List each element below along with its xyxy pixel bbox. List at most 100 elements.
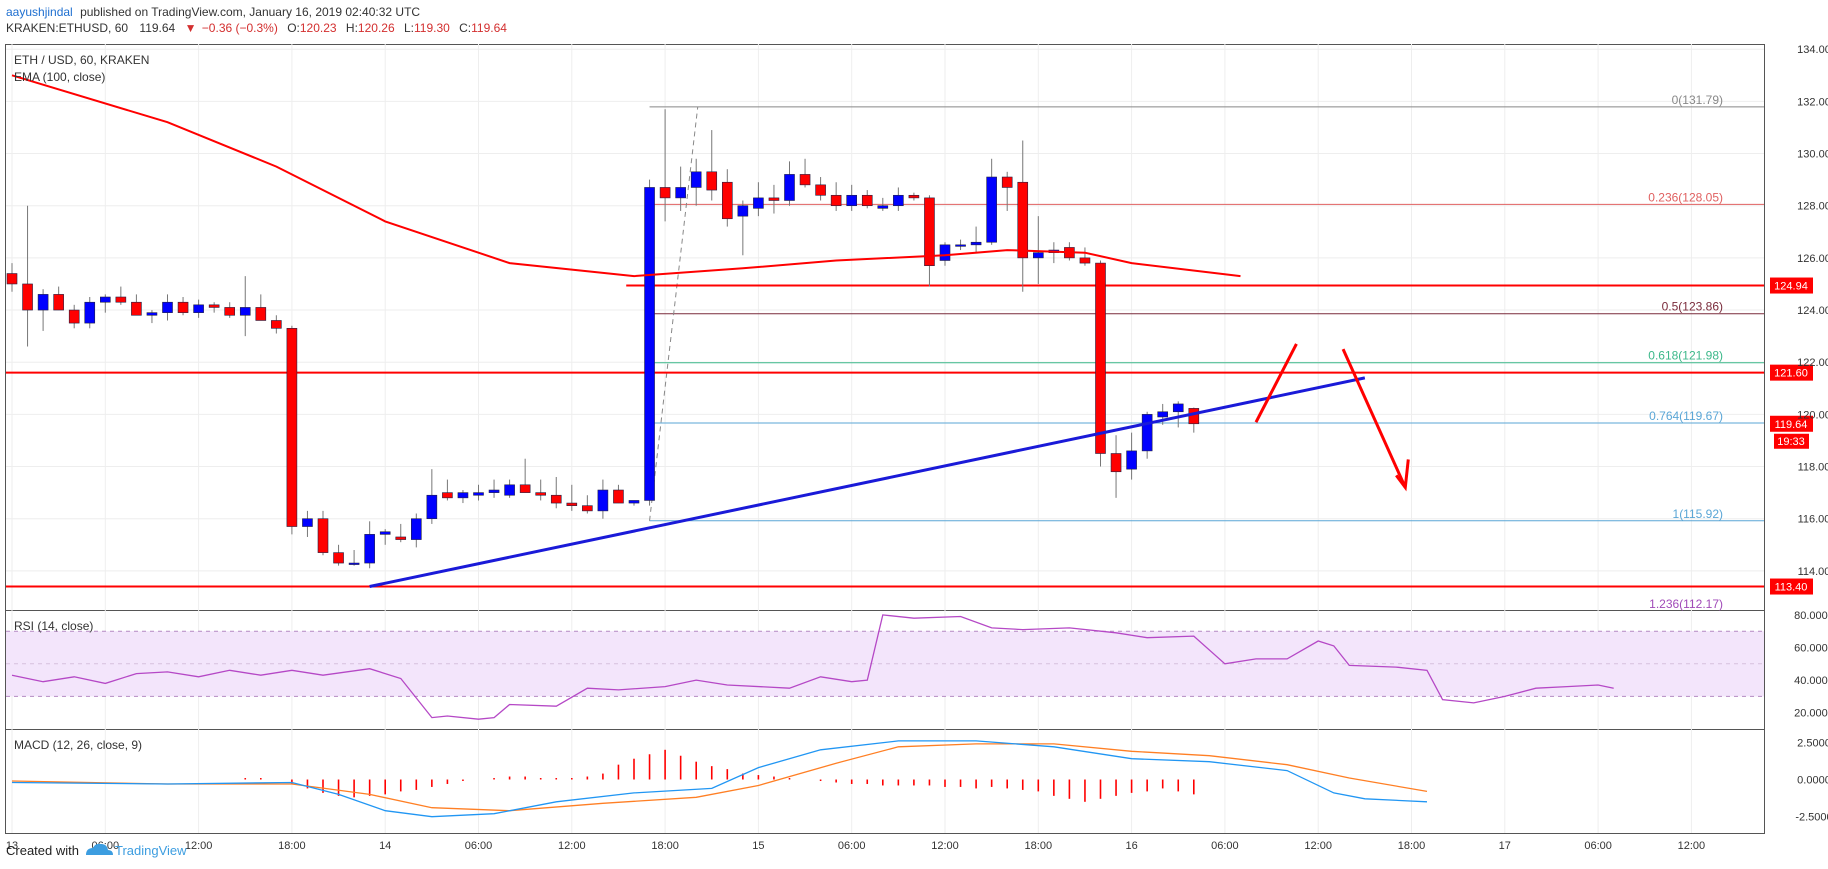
candle-up xyxy=(488,489,500,493)
candle-down xyxy=(177,301,189,313)
time-tick-label: 15 xyxy=(752,840,764,852)
change-text: −0.36 (−0.3%) xyxy=(202,21,278,35)
candle-down xyxy=(706,171,718,191)
time-tick-label: 16 xyxy=(1125,840,1137,852)
price-tick-label: 114.00 xyxy=(1798,566,1828,578)
candle-down xyxy=(131,301,142,316)
candle-up xyxy=(846,194,858,207)
symbol-text: KRAKEN:ETHUSD xyxy=(6,21,108,35)
candle-down xyxy=(566,502,578,506)
fib-level-label: 0.618(121.98) xyxy=(1648,349,1723,363)
candle-down xyxy=(799,174,811,186)
candle-down xyxy=(815,184,826,196)
macd-tick-label: -2.5000 xyxy=(1795,812,1828,824)
svg-text:aayushjindal published o: aayushjindal published on TradingView.co… xyxy=(6,5,420,19)
arrow-head-icon xyxy=(1395,459,1410,492)
close-label: C: xyxy=(459,21,471,35)
candle-down xyxy=(1110,453,1122,473)
candle-up xyxy=(302,518,313,527)
time-tick-label: 06:00 xyxy=(1584,840,1612,852)
high-label: H: xyxy=(346,21,358,35)
candle-down xyxy=(830,194,842,207)
candle-up xyxy=(239,307,251,316)
level-price-tag xyxy=(1770,578,1813,595)
candle-up xyxy=(955,244,966,247)
last-price-label: 119.64 xyxy=(1775,419,1808,431)
low-label: L: xyxy=(404,21,414,35)
macd-tick-label: 2.5000 xyxy=(1797,737,1828,749)
price-tick-label: 116.00 xyxy=(1798,514,1828,526)
price-tick-label: 118.00 xyxy=(1798,462,1828,474)
rsi-tick-label: 60.0000 xyxy=(1794,642,1828,654)
rsi-band-layer xyxy=(6,630,1764,697)
candle-up xyxy=(644,187,655,501)
macd-signal-line xyxy=(11,743,1428,812)
candle-down xyxy=(550,494,562,504)
candle-up xyxy=(877,205,889,209)
ascending-trendline xyxy=(369,376,1366,588)
candle-up xyxy=(1126,450,1137,470)
time-tick-label: 13 xyxy=(6,840,18,852)
price-tick-label: 132.00 xyxy=(1797,96,1828,108)
rsi-tick-label: 80.0000 xyxy=(1794,610,1828,622)
candle-down xyxy=(1079,257,1091,264)
author-link[interactable]: aayushjindal xyxy=(6,5,73,19)
fib-level-label: 0.764(119.67) xyxy=(1649,409,1723,423)
rsi-layer xyxy=(11,614,1614,720)
interval-text: 60 xyxy=(115,21,129,35)
countdown-label: 19:33 xyxy=(1777,436,1805,448)
ema-100-line xyxy=(11,74,1241,278)
symbol-legend: ETH / USD, 60, KRAKEN xyxy=(14,53,149,67)
price-tick-label: 126.00 xyxy=(1797,253,1828,265)
drawings-layer xyxy=(369,343,1410,588)
candle-down xyxy=(721,181,733,220)
candle-down xyxy=(317,518,329,553)
candle-down xyxy=(22,283,33,311)
price-tick-label: 128.00 xyxy=(1797,201,1828,213)
level-price-tag xyxy=(1770,277,1813,294)
candle-down xyxy=(519,484,531,493)
candle-down xyxy=(333,552,344,564)
candle-up xyxy=(784,174,795,201)
time-tick-label: 12:00 xyxy=(185,840,213,852)
price-tick-label: 122.00 xyxy=(1797,357,1828,369)
candle-up xyxy=(162,301,173,313)
price-tick-label: 124.00 xyxy=(1797,305,1828,317)
fib-level-label: 0.5(123.86) xyxy=(1662,300,1723,314)
candle-up xyxy=(100,296,111,303)
level-price-label: 113.40 xyxy=(1775,582,1808,594)
candle-up xyxy=(410,518,422,540)
candle-down xyxy=(1001,176,1013,188)
svg-text:KRAKEN:ETHUSD, 60 119.64: KRAKEN:ETHUSD, 60 119.64 ▼ −0.36 (−0.3%)… xyxy=(6,21,507,35)
candle-up xyxy=(737,205,749,217)
candle-down xyxy=(1095,262,1106,454)
candle-down xyxy=(1188,408,1200,425)
candle-up xyxy=(146,312,158,316)
candle-up xyxy=(1172,403,1184,413)
footer: Created with TradingView xyxy=(6,843,187,858)
time-tick-label: 18:00 xyxy=(1025,840,1053,852)
candle-up xyxy=(193,304,204,313)
grid-layer xyxy=(6,44,1764,833)
time-tick-label: 17 xyxy=(1499,840,1511,852)
candle-up xyxy=(1033,252,1044,259)
open-value: 120.23 xyxy=(300,21,337,35)
candle-down xyxy=(395,536,407,540)
close-value: 119.64 xyxy=(471,21,507,35)
tradingview-brand-link[interactable]: TradingView xyxy=(115,843,187,858)
time-tick-label: 06:00 xyxy=(465,840,493,852)
time-tick-label: 12:00 xyxy=(558,840,586,852)
candle-down xyxy=(208,304,220,308)
open-label: O: xyxy=(287,21,300,35)
candle-down xyxy=(68,309,80,324)
candle-up xyxy=(893,194,904,207)
fib-level-label: 0(131.79) xyxy=(1672,93,1723,107)
rsi-line xyxy=(11,614,1614,720)
candle-down xyxy=(442,492,453,499)
macd-layer xyxy=(11,740,1428,818)
candle-up xyxy=(628,500,640,504)
time-tick-label: 18:00 xyxy=(651,840,679,852)
countdown-tag xyxy=(1774,433,1809,449)
candles-layer xyxy=(6,109,1200,569)
level-price-tag xyxy=(1770,364,1813,381)
